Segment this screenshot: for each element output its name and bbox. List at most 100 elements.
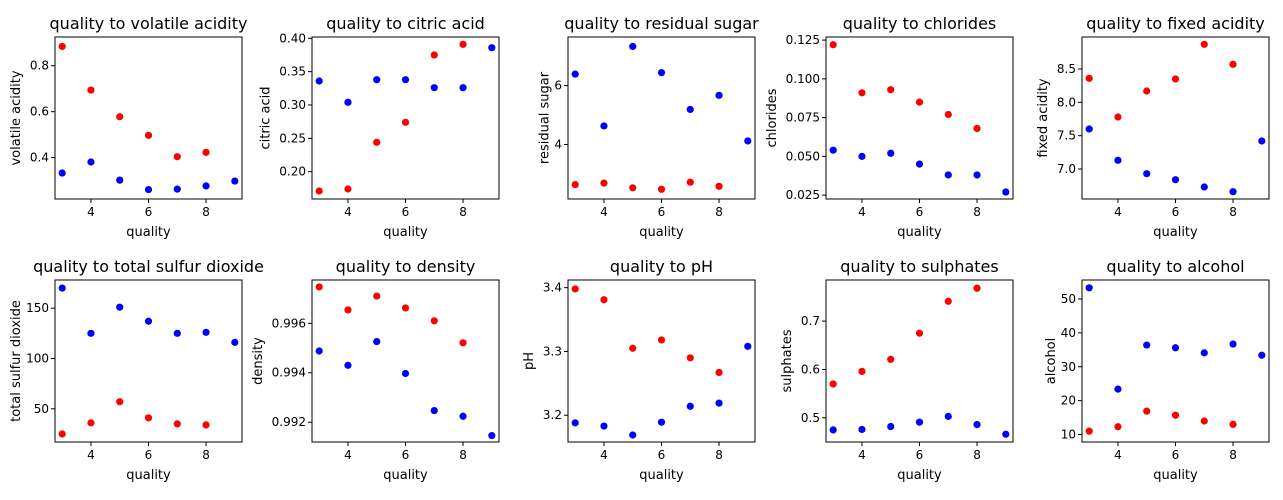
data-point-red [116,398,124,406]
subplot-title: quality to citric acid [326,14,485,33]
data-point-red [87,86,95,94]
data-point-blue [344,98,352,106]
x-axis-label: quality [126,468,171,483]
y-tick-label: 0.6 [30,105,49,119]
data-point-blue [858,425,866,434]
data-point-red [629,344,637,352]
y-tick-label: 0.30 [279,98,306,112]
subplot: quality to sulphates 4 6 8 0.5 0.6 0.7 quality s… [780,257,1014,483]
data-point-blue [1085,125,1093,133]
x-tick-label: 6 [145,448,153,462]
x-axis-label: quality [639,225,684,240]
data-point-red [1200,417,1208,425]
x-tick-label: 8 [973,448,981,462]
subplot: quality to alcohol 4 6 8 10 20 30 40 50 quality al… [1044,257,1270,483]
y-axis-label: fixed acidity [1036,78,1051,158]
y-tick-label: 3.4 [543,281,562,295]
data-point-red [829,380,837,388]
data-point-red [430,51,438,59]
subplot-title: quality to pH [610,257,713,276]
data-point-red [1143,407,1151,415]
plot-frame [825,279,1014,443]
data-point-blue [401,369,410,378]
data-point-blue [144,317,153,325]
x-tick-label: 4 [344,448,352,462]
data-point-red [315,283,323,291]
data-point-blue [858,152,866,160]
data-point-red [715,182,723,190]
subplot: quality to residual sugar 4 6 8 4 6 quality res… [537,14,759,240]
subplot-title: quality to density [336,257,476,276]
data-point-blue [571,70,579,78]
data-point-red [202,421,210,429]
subplot: quality to pH 4 6 8 3.2 3.3 3.4 quality pH [522,257,756,483]
data-point-red [430,317,438,325]
data-point-blue [1229,188,1237,196]
data-point-red [686,178,694,186]
data-point-red [1114,423,1122,431]
x-tick-label: 4 [344,205,352,219]
data-point-blue [87,158,95,166]
data-point-blue [887,422,895,431]
subplot-title: quality to total sulfur dioxide [33,257,264,276]
data-point-red [887,86,895,94]
data-point-red [944,110,952,119]
x-tick-label: 4 [1114,205,1122,219]
data-point-blue [973,420,981,429]
plot-frame [1081,36,1270,200]
data-point-blue [715,91,723,99]
data-point-red [1171,411,1180,419]
data-point-red [600,179,608,187]
data-point-red [915,98,924,106]
data-point-red [315,187,323,195]
data-point-blue [944,412,952,420]
y-tick-label: 0.5 [801,411,820,425]
subplot-title: quality to alcohol [1106,257,1244,276]
data-point-blue [715,399,723,407]
data-point-blue [430,406,438,415]
x-tick-label: 8 [459,205,467,219]
data-point-blue [1200,349,1208,357]
x-axis-label: quality [1153,468,1198,483]
data-point-red [459,40,467,48]
data-point-blue [87,329,95,337]
data-point-blue [315,347,323,355]
x-tick-label: 6 [1172,448,1180,462]
data-point-red [202,148,210,156]
subplot-title: quality to residual sugar [564,14,759,33]
y-tick-label: 0.4 [30,151,49,165]
data-point-red [973,124,981,133]
y-tick-label: 8.5 [1057,62,1076,76]
x-axis-label: quality [126,225,171,240]
data-point-blue [173,329,181,337]
data-point-red [1229,420,1237,428]
data-point-red [58,42,66,51]
data-point-blue [915,418,924,426]
data-point-blue [1258,137,1266,145]
data-point-blue [887,149,895,157]
data-point-red [58,430,66,438]
data-point-blue [173,185,181,193]
data-point-red [173,153,181,161]
y-axis-label: density [251,337,266,385]
x-tick-label: 4 [87,205,95,219]
x-tick-label: 4 [87,448,95,462]
data-point-blue [116,303,124,311]
data-point-blue [488,431,496,440]
data-point-blue [1200,183,1208,191]
data-point-blue [1258,351,1266,359]
subplot-title: quality to fixed acidity [1086,14,1265,33]
data-point-blue [58,169,66,177]
x-tick-label: 4 [1114,448,1122,462]
data-point-blue [944,171,952,179]
data-point-blue [686,402,694,410]
data-point-blue [657,418,666,426]
data-point-red [944,297,952,305]
data-point-blue [373,337,381,346]
data-point-red [1171,75,1180,83]
subplot: quality to total sulfur dioxide 4 6 8 50 100 1… [9,257,264,483]
data-point-blue [58,284,66,292]
x-axis-label: quality [1153,225,1198,240]
data-point-red [600,296,608,304]
